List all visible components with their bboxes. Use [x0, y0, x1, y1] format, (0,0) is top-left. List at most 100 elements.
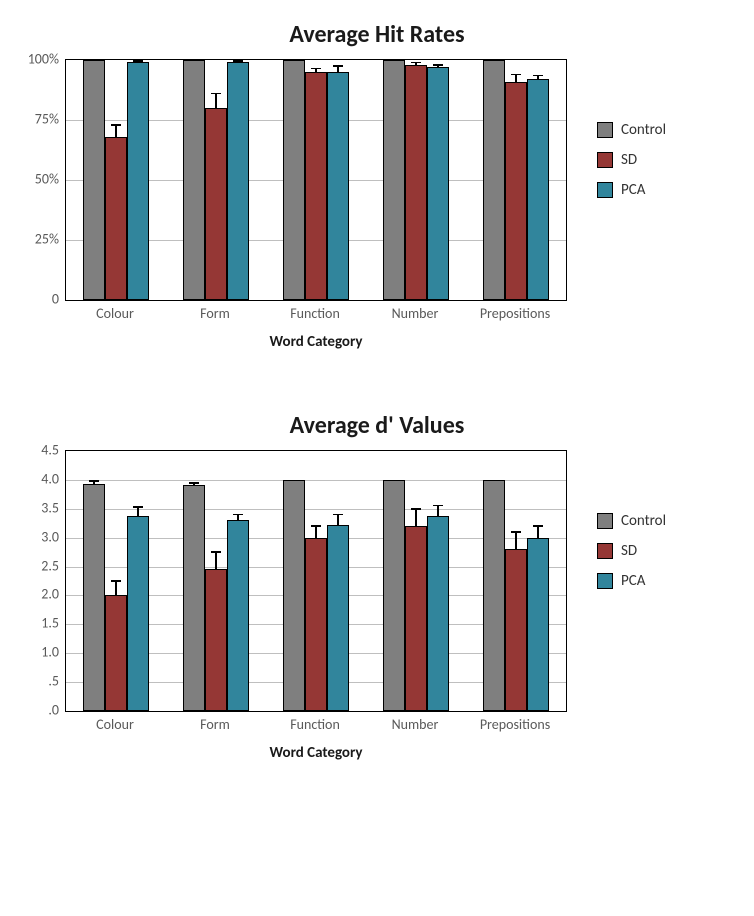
legend-item: PCA — [597, 572, 666, 590]
bar — [327, 525, 349, 711]
bar — [183, 60, 205, 300]
chart-block: Average Hit Rates 0 25% 50% 75% 100% Colour For… — [10, 20, 744, 351]
legend-item: Control — [597, 512, 666, 530]
x-tick-label: Form — [200, 305, 230, 322]
x-tick-label: Prepositions — [480, 305, 550, 322]
y-tick-label: 2.0 — [41, 586, 59, 603]
error-cap — [211, 93, 221, 95]
legend-label: PCA — [621, 572, 645, 590]
bar — [427, 67, 449, 300]
error-cap — [411, 508, 421, 510]
bar — [105, 595, 127, 711]
x-tick-label: Function — [290, 716, 340, 733]
error-bar — [537, 526, 539, 538]
x-tick-label: Number — [392, 305, 439, 322]
error-cap — [133, 506, 143, 508]
bar — [127, 62, 149, 300]
error-cap — [311, 68, 321, 70]
legend-item: Control — [597, 121, 666, 139]
chart-row: 025%50%75%100%ColourFormFunctionNumberPr… — [10, 59, 744, 351]
legend-swatch — [597, 513, 613, 529]
bar — [283, 60, 305, 300]
x-tick-label: Function — [290, 305, 340, 322]
error-cap — [111, 580, 121, 582]
error-cap — [189, 482, 199, 484]
legend-swatch — [597, 122, 613, 138]
error-cap — [333, 514, 343, 516]
y-tick-label: 2.5 — [41, 557, 59, 574]
y-tick-label: 1.5 — [41, 615, 59, 632]
legend: Control SD PCA — [597, 500, 666, 602]
x-axis-label: Word Category — [65, 333, 567, 351]
y-tick-label: 50% — [35, 171, 59, 188]
y-tick-label: .5 — [48, 673, 59, 690]
bar — [127, 516, 149, 711]
bar — [383, 480, 405, 711]
bar — [505, 549, 527, 711]
chart-title: Average d' Values — [10, 411, 744, 440]
legend-swatch — [597, 152, 613, 168]
bar — [527, 538, 549, 711]
error-bar — [337, 515, 339, 525]
x-tick-label: Prepositions — [480, 716, 550, 733]
error-bar — [437, 505, 439, 515]
legend-label: SD — [621, 542, 637, 560]
chart-title: Average Hit Rates — [10, 20, 744, 49]
bar — [505, 82, 527, 300]
legend-label: PCA — [621, 181, 645, 199]
plot-area — [65, 450, 567, 712]
y-tick-label: 4.5 — [41, 442, 59, 459]
bar — [427, 516, 449, 711]
error-bar — [215, 94, 217, 108]
x-tick-label: Form — [200, 716, 230, 733]
y-tick-label: 0 — [52, 291, 59, 308]
plot-wrap: 025%50%75%100%ColourFormFunctionNumberPr… — [65, 59, 567, 351]
x-tick-label: Colour — [96, 716, 134, 733]
bar — [205, 108, 227, 300]
y-tick-label: 75% — [35, 111, 59, 128]
error-cap — [511, 531, 521, 533]
plot-area — [65, 59, 567, 301]
legend-swatch — [597, 573, 613, 589]
error-cap — [511, 74, 521, 76]
x-tick-label: Number — [392, 716, 439, 733]
bar — [283, 480, 305, 711]
bar — [83, 60, 105, 300]
bar — [483, 60, 505, 300]
error-bar — [337, 66, 339, 72]
error-cap — [433, 64, 443, 66]
legend-label: Control — [621, 512, 666, 530]
bar — [183, 485, 205, 711]
bar — [227, 520, 249, 711]
chart-block: Average d' Values.0.51.01.52.02.53.03.54… — [10, 411, 744, 762]
bar — [83, 484, 105, 711]
bar — [305, 72, 327, 300]
bar — [305, 538, 327, 711]
legend-item: PCA — [597, 181, 666, 199]
chart-row: .0.51.01.52.02.53.03.54.04.5ColourFormFu… — [10, 450, 744, 762]
bar — [205, 569, 227, 711]
y-tick-label: 3.0 — [41, 528, 59, 545]
legend-item: SD — [597, 542, 666, 560]
y-tick-label: 100% — [28, 51, 59, 68]
bar — [383, 60, 405, 300]
bar — [483, 480, 505, 711]
bar — [227, 62, 249, 300]
legend-label: SD — [621, 151, 637, 169]
bar — [405, 526, 427, 711]
legend-swatch — [597, 182, 613, 198]
y-tick-label: 25% — [35, 231, 59, 248]
error-bar — [315, 526, 317, 538]
error-cap — [89, 480, 99, 482]
legend-swatch — [597, 543, 613, 559]
error-bar — [115, 581, 117, 595]
error-bar — [237, 515, 239, 521]
y-tick-label: 3.5 — [41, 499, 59, 516]
error-cap — [111, 124, 121, 126]
error-bar — [115, 125, 117, 137]
x-tick-label: Colour — [96, 305, 134, 322]
error-cap — [411, 62, 421, 64]
legend: Control SD PCA — [597, 109, 666, 211]
error-cap — [133, 60, 143, 62]
y-tick-label: 4.0 — [41, 470, 59, 487]
